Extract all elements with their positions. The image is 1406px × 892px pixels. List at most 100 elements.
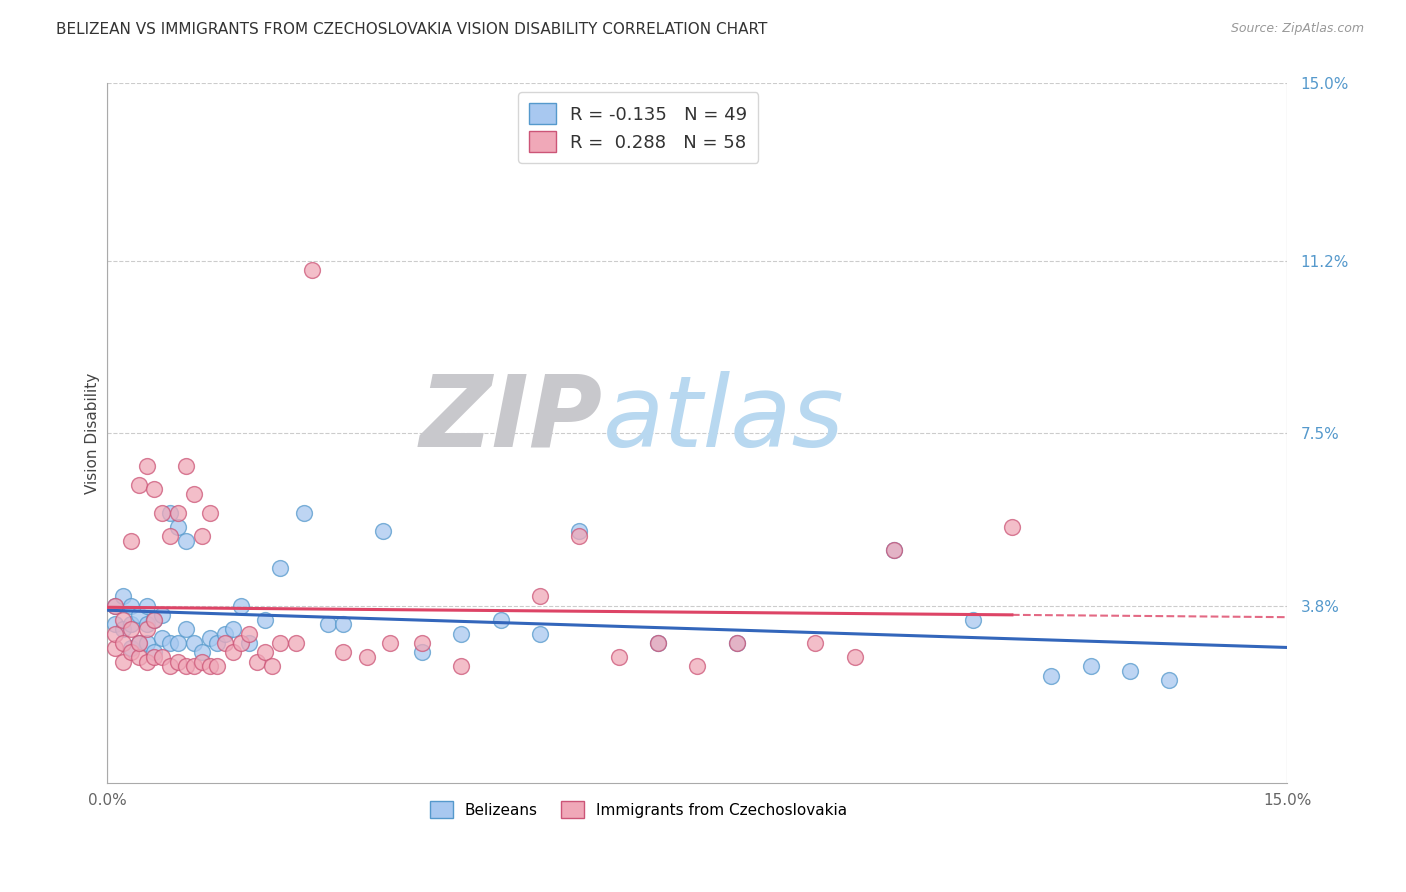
Point xyxy=(135,599,157,613)
Point xyxy=(128,636,150,650)
Point xyxy=(120,533,142,548)
Point xyxy=(214,636,236,650)
Point xyxy=(1159,673,1181,688)
Point xyxy=(104,640,127,655)
Point xyxy=(411,636,433,650)
Point xyxy=(111,590,134,604)
Point xyxy=(229,636,252,650)
Point xyxy=(120,599,142,613)
Point xyxy=(128,608,150,623)
Point xyxy=(214,627,236,641)
Legend: Belizeans, Immigrants from Czechoslovakia: Belizeans, Immigrants from Czechoslovaki… xyxy=(423,795,853,824)
Point xyxy=(167,506,190,520)
Point xyxy=(686,659,709,673)
Point xyxy=(174,458,197,473)
Point xyxy=(285,636,308,650)
Point xyxy=(104,627,127,641)
Point xyxy=(159,506,181,520)
Point xyxy=(167,519,190,533)
Point xyxy=(489,613,512,627)
Point xyxy=(174,622,197,636)
Point xyxy=(174,533,197,548)
Point xyxy=(150,608,173,623)
Point xyxy=(183,636,205,650)
Point xyxy=(238,627,260,641)
Point xyxy=(356,650,378,665)
Point xyxy=(316,617,339,632)
Point xyxy=(143,613,166,627)
Point xyxy=(804,636,827,650)
Point xyxy=(207,636,229,650)
Point xyxy=(647,636,669,650)
Point xyxy=(190,655,212,669)
Point xyxy=(143,645,166,659)
Point xyxy=(1001,519,1024,533)
Point xyxy=(725,636,748,650)
Point xyxy=(159,659,181,673)
Point xyxy=(568,524,591,538)
Point xyxy=(111,613,134,627)
Point xyxy=(104,617,127,632)
Point xyxy=(174,659,197,673)
Point xyxy=(529,627,551,641)
Point xyxy=(150,650,173,665)
Point xyxy=(198,506,221,520)
Point xyxy=(647,636,669,650)
Text: Source: ZipAtlas.com: Source: ZipAtlas.com xyxy=(1230,22,1364,36)
Point xyxy=(135,655,157,669)
Point xyxy=(167,655,190,669)
Point xyxy=(120,640,142,655)
Point xyxy=(1119,664,1142,678)
Point xyxy=(380,636,402,650)
Point xyxy=(253,645,276,659)
Point xyxy=(332,645,354,659)
Point xyxy=(222,645,245,659)
Point xyxy=(183,659,205,673)
Point xyxy=(1040,669,1063,683)
Point xyxy=(135,636,157,650)
Point xyxy=(150,632,173,646)
Point xyxy=(371,524,394,538)
Point xyxy=(246,655,269,669)
Point xyxy=(229,599,252,613)
Point xyxy=(143,613,166,627)
Text: ZIP: ZIP xyxy=(420,371,603,467)
Point xyxy=(450,627,472,641)
Point xyxy=(301,263,323,277)
Point xyxy=(883,542,905,557)
Point xyxy=(198,659,221,673)
Point xyxy=(844,650,866,665)
Point xyxy=(883,542,905,557)
Point xyxy=(104,599,127,613)
Point xyxy=(238,636,260,650)
Point xyxy=(104,599,127,613)
Point xyxy=(150,506,173,520)
Point xyxy=(128,650,150,665)
Point xyxy=(167,636,190,650)
Point xyxy=(128,477,150,491)
Point xyxy=(111,622,134,636)
Point xyxy=(135,622,157,636)
Point xyxy=(120,617,142,632)
Point xyxy=(198,632,221,646)
Point xyxy=(135,617,157,632)
Point xyxy=(292,506,315,520)
Point xyxy=(222,622,245,636)
Y-axis label: Vision Disability: Vision Disability xyxy=(86,373,100,494)
Point xyxy=(143,650,166,665)
Point xyxy=(269,561,291,575)
Point xyxy=(111,636,134,650)
Point xyxy=(135,458,157,473)
Point xyxy=(159,529,181,543)
Point xyxy=(183,487,205,501)
Point xyxy=(207,659,229,673)
Point xyxy=(111,655,134,669)
Point xyxy=(120,645,142,659)
Point xyxy=(1080,659,1102,673)
Point xyxy=(253,613,276,627)
Point xyxy=(332,617,354,632)
Point xyxy=(568,529,591,543)
Point xyxy=(190,645,212,659)
Point xyxy=(411,645,433,659)
Point xyxy=(159,636,181,650)
